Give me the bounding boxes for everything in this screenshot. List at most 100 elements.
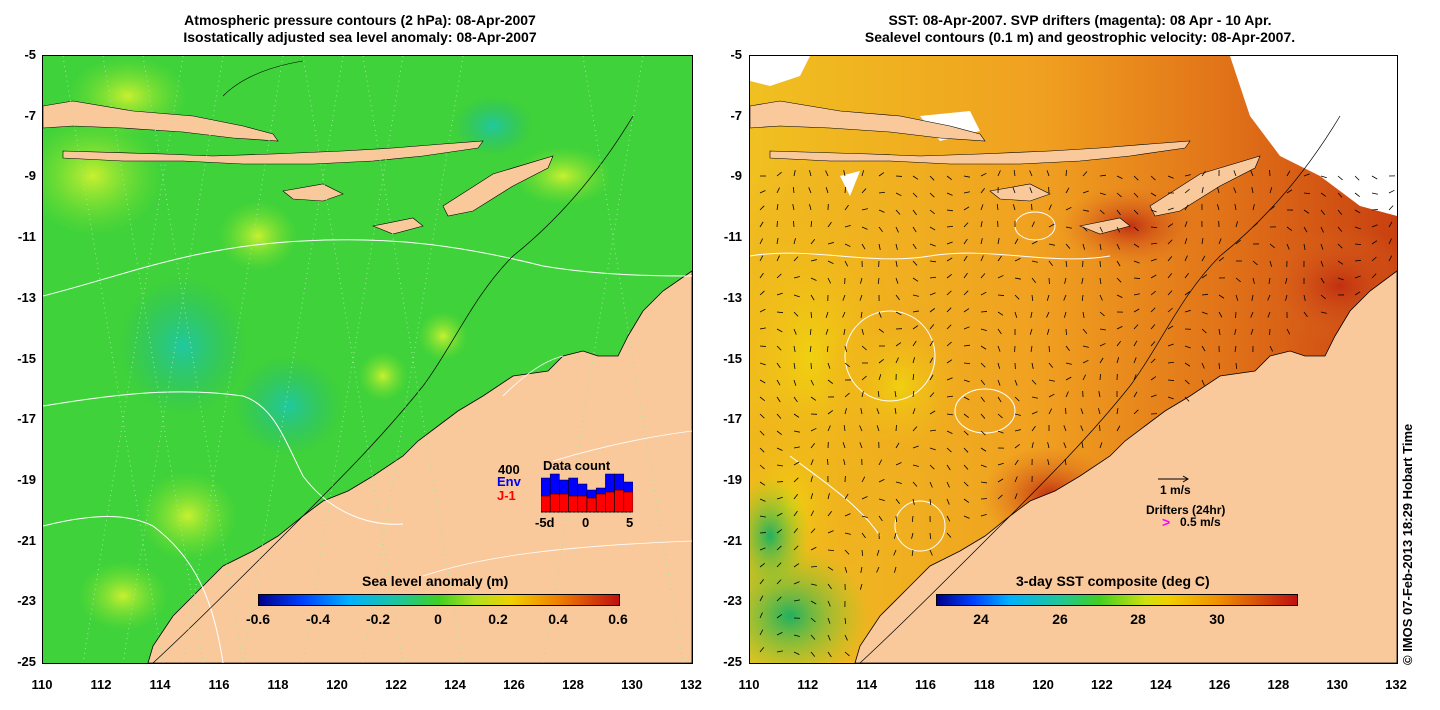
velocity-arrow [810,528,816,534]
velocity-arrow [1267,311,1271,318]
velocity-arrow [1014,379,1018,386]
velocity-arrow [1116,341,1122,347]
velocity-arrow [1031,411,1038,415]
velocity-arrow [997,294,1005,296]
sla-colorbar [258,594,620,606]
left-title-line2: Isostatically adjusted sea level anomaly… [183,29,537,45]
velocity-arrow [810,546,817,551]
velocity-arrow [946,481,950,488]
velocity-arrow [793,379,797,386]
velocity-arrow [808,187,812,194]
velocity-arrow [963,326,970,330]
velocity-arrow [1354,275,1361,279]
velocity-arrow [1065,328,1067,336]
velocity-arrow [776,187,780,194]
velocity-arrow [946,273,952,279]
velocity-arrow [878,515,883,522]
velocity-arrow [810,277,817,281]
velocity-arrow [1252,277,1255,284]
lon-tick-label: 126 [503,677,525,692]
velocity-arrow [844,204,849,211]
velocity-arrow [827,362,831,369]
velocity-arrow [810,379,815,386]
velocity-arrow [827,530,834,534]
velocity-arrow [946,498,950,505]
velocity-arrow [844,549,850,555]
velocity-arrow [1269,260,1273,267]
right-map-title: SST: 08-Apr-2007. SVP drifters (magenta)… [720,12,1440,46]
velocity-arrow [776,255,780,262]
velocity-arrow [878,498,885,502]
velocity-arrow [912,426,918,432]
velocity-arrow [878,226,883,233]
velocity-arrow [1099,328,1106,331]
velocity-arrow [759,413,765,419]
velocity-arrow [1064,277,1067,284]
velocity-arrow [946,307,952,313]
velocity-arrow [912,445,919,449]
velocity-arrow [1184,291,1191,296]
velocity-arrow [963,498,970,503]
velocity-arrow [1031,221,1035,228]
velocity-arrow [946,515,951,522]
velocity-arrow [776,413,782,419]
velocity-arrow [861,375,867,381]
velocity-arrow [929,209,935,215]
velocity-arrow [946,225,954,228]
velocity-arrow [759,532,767,534]
data-count-chart [541,473,633,513]
lon-tick-label: 114 [149,677,171,692]
lon-tick-label: 126 [1208,677,1231,692]
velocity-arrow [929,447,936,451]
lon-tick-label: 128 [1267,677,1290,692]
velocity-arrow [793,510,798,517]
velocity-arrow [776,292,783,296]
velocity-arrow [980,362,986,368]
velocity-arrow [1014,238,1019,245]
velocity-arrow [1167,379,1175,381]
velocity-arrow [844,260,849,267]
lon-tick-label: 112 [797,677,819,692]
velocity-arrow [825,187,829,194]
sea-level-anomaly-map[interactable] [42,55,693,664]
velocity-arrow [759,238,763,245]
velocity-arrow [861,208,868,211]
lon-tick-label: 110 [738,677,760,692]
j1-count-bar [605,491,615,513]
velocity-arrow [1133,192,1139,198]
velocity-arrow [963,191,970,194]
velocity-arrow [1150,341,1156,347]
velocity-arrow [759,221,764,228]
velocity-arrow [878,479,885,483]
velocity-arrow [929,276,937,279]
velocity-arrow [980,430,986,436]
sla-tick-label: -0.4 [305,611,331,627]
velocity-arrow [963,447,969,453]
velocity-arrow [759,290,765,296]
velocity-arrow [980,328,987,331]
velocity-arrow [1031,362,1034,369]
imos-credit: © IMOS 07-Feb-2013 18:29 Hobart Time [1400,423,1415,665]
left-map-title: Atmospheric pressure contours (2 hPa): 0… [0,12,720,46]
velocity-arrow [878,358,884,364]
velocity-arrow [1201,362,1205,369]
velocity-arrow [1014,413,1021,416]
sst-map[interactable] [749,55,1398,664]
velocity-arrow [1250,328,1254,335]
sst-colorbar [936,594,1298,606]
lon-tick-label: 118 [973,677,995,692]
velocity-arrow [1388,221,1393,228]
lat-tick-label: -5 [730,47,742,62]
velocity-arrow [1337,192,1343,198]
velocity-arrow [878,459,883,466]
velocity-arrow [1099,174,1106,177]
velocity-arrow [1014,258,1021,262]
velocity-arrow [1354,209,1361,214]
velocity-arrow [878,243,881,250]
velocity-arrow [759,205,765,211]
velocity-arrow [963,222,969,228]
velocity-arrow [1065,260,1068,267]
velocity-arrow [860,566,863,573]
velocity-arrow [946,192,953,196]
velocity-arrow [946,464,951,471]
